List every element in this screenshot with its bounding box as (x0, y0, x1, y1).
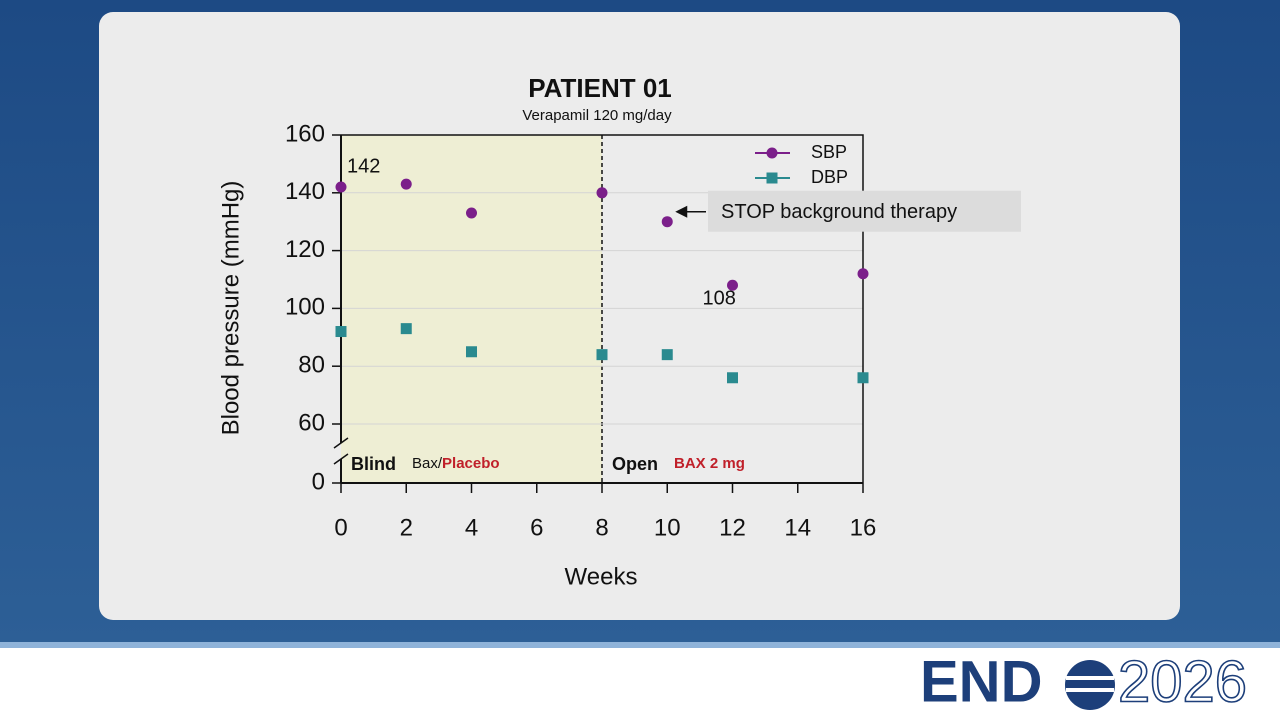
callout-text: STOP background therapy (721, 201, 957, 223)
logo-text: END (920, 649, 1042, 714)
axis-break (333, 437, 349, 465)
x-tick-label: 8 (595, 514, 608, 541)
callout-box (708, 190, 1021, 232)
phase-treatment: Placebo (442, 455, 500, 472)
y-tick-label: 0 (312, 468, 325, 495)
marker (596, 349, 608, 361)
legend-label: DBP (811, 167, 848, 187)
x-tick-label: 12 (719, 514, 746, 541)
data-label: 108 (703, 288, 736, 310)
legend-label: SBP (811, 142, 847, 162)
marker (857, 268, 869, 280)
marker (335, 181, 347, 193)
callout-arrowhead (675, 205, 688, 218)
legend-marker (766, 147, 778, 159)
legend-marker (766, 172, 778, 184)
marker (400, 178, 412, 190)
chart-title: PATIENT 01 (528, 73, 672, 103)
marker (466, 207, 477, 219)
x-tick-label: 14 (784, 514, 811, 541)
x-tick-label: 16 (850, 514, 877, 541)
logo-year: 2026 (1118, 649, 1247, 714)
x-tick-label: 2 (400, 514, 413, 541)
marker (335, 326, 347, 338)
marker (857, 372, 869, 384)
marker (727, 279, 738, 291)
logo-globe (1065, 660, 1115, 710)
phase-treatment: BAX 2 mg (674, 455, 745, 472)
marker (466, 346, 477, 358)
logo-globe-lines (1066, 676, 1114, 692)
marker (400, 323, 412, 335)
x-tick-label: 4 (465, 514, 478, 541)
marker (661, 349, 673, 361)
x-axis-label: Weeks (565, 563, 638, 590)
y-tick-label: 60 (298, 409, 325, 436)
card (99, 12, 1180, 620)
y-tick-label: 120 (285, 236, 325, 263)
y-tick-label: 100 (285, 294, 325, 321)
phase-region (341, 135, 602, 483)
y-axis-label: Blood pressure (mmHg) (217, 181, 244, 436)
x-tick-label: 6 (530, 514, 543, 541)
logo: END 2026 (920, 649, 1248, 716)
phase-label: Open (612, 454, 658, 474)
plot-frame (341, 134, 864, 483)
x-tick-label: 10 (654, 514, 681, 541)
marker (727, 372, 738, 384)
phase-label: Blind (351, 454, 396, 474)
y-tick-label: 80 (298, 352, 325, 379)
data-label: 142 (347, 155, 380, 177)
marker (596, 187, 608, 199)
y-tick-label: 140 (285, 178, 325, 205)
y-tick-label: 160 (285, 120, 325, 147)
divider (0, 642, 1280, 648)
x-tick-label: 0 (334, 514, 347, 541)
phase-treatment: Bax/ (412, 455, 443, 472)
marker (661, 216, 673, 228)
chart-subtitle: Verapamil 120 mg/day (522, 107, 672, 124)
